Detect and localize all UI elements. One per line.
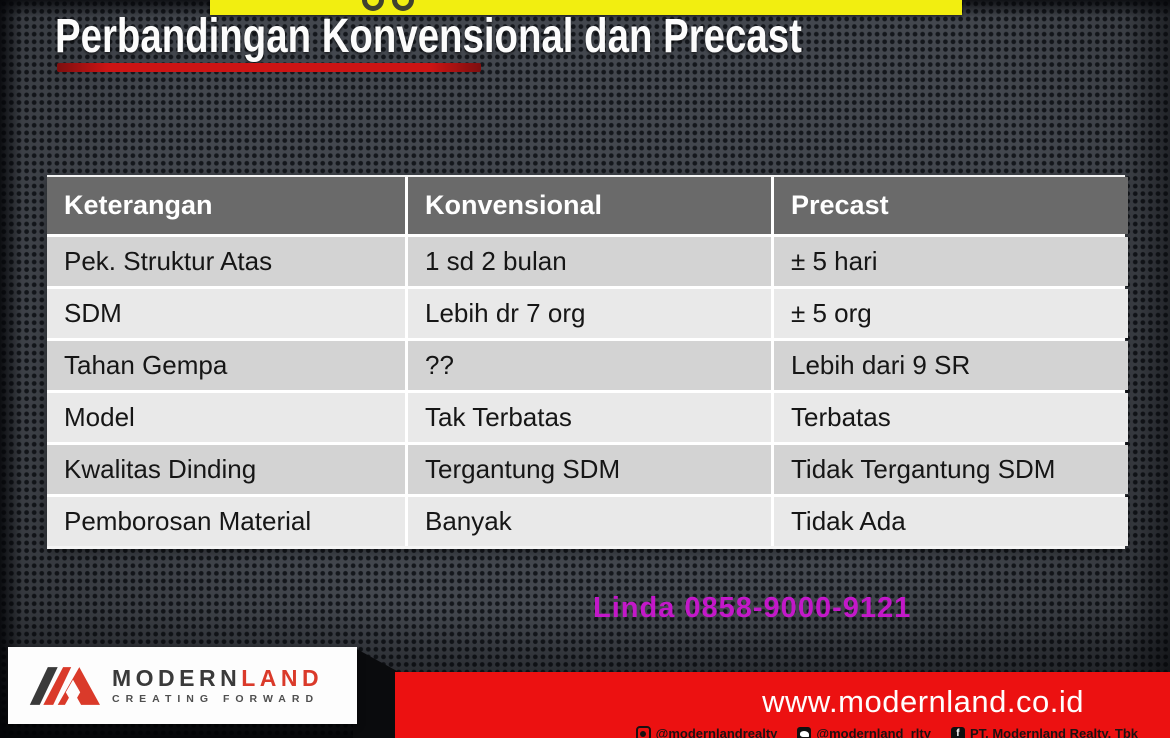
- footer-red-banner: www.modernland.co.id @modernlandrealty @…: [395, 672, 1170, 738]
- instagram-handle-item: @modernlandrealty: [635, 726, 778, 738]
- table-header-keterangan: Keterangan: [47, 177, 405, 234]
- modernland-logo-card: MODERNLAND CREATING FORWARD: [8, 647, 357, 724]
- table-cell: Tidak Ada: [774, 497, 1128, 546]
- table-cell: ??: [408, 341, 771, 390]
- modernland-logo-icon: [29, 666, 100, 705]
- facebook-page-name: PT. Modernland Realty, Tbk: [969, 726, 1138, 738]
- table-cell: Tahan Gempa: [47, 341, 405, 390]
- table-cell: Tidak Tergantung SDM: [774, 445, 1128, 494]
- table-cell: Tak Terbatas: [408, 393, 771, 442]
- ribbon-fold-shape: [353, 647, 398, 738]
- instagram-icon: [635, 726, 651, 738]
- table-cell: Tergantung SDM: [408, 445, 771, 494]
- page-title: Perbandingan Konvensional dan Precast: [55, 10, 802, 63]
- brand-name: MODERNLAND: [112, 664, 324, 691]
- table-cell: Banyak: [408, 497, 771, 546]
- facebook-icon: f: [950, 726, 965, 738]
- table-header-konvensional: Konvensional: [408, 177, 771, 234]
- brand-modern-text: MODERN: [112, 664, 242, 691]
- title-underline: [57, 63, 481, 72]
- contact-phone: Linda 0858-9000-9121: [593, 592, 912, 624]
- table-cell: ± 5 org: [774, 289, 1128, 338]
- table-cell: Lebih dr 7 org: [408, 289, 771, 338]
- twitter-handle-item: @modernland_rlty: [797, 726, 931, 738]
- website-url: www.modernland.co.id: [762, 684, 1084, 719]
- table-cell: Terbatas: [774, 393, 1128, 442]
- twitter-handle: @modernland_rlty: [816, 726, 931, 738]
- instagram-handle: @modernlandrealty: [655, 726, 778, 738]
- table-cell: Kwalitas Dinding: [47, 445, 405, 494]
- table-cell: 1 sd 2 bulan: [408, 237, 771, 286]
- social-media-row: @modernlandrealty @modernland_rlty f PT.…: [635, 726, 1138, 738]
- brand-land-text: LAND: [241, 664, 324, 691]
- table-cell: Pemborosan Material: [47, 497, 405, 546]
- table-header-precast: Precast: [774, 177, 1128, 234]
- twitter-icon: [797, 726, 812, 738]
- table-cell: Lebih dari 9 SR: [774, 341, 1128, 390]
- logo-text-block: MODERNLAND CREATING FORWARD: [112, 664, 324, 706]
- brand-tagline: CREATING FORWARD: [112, 693, 320, 706]
- table-cell: Model: [47, 393, 405, 442]
- table-cell: ± 5 hari: [774, 237, 1128, 286]
- comparison-table: Keterangan Konvensional Precast Pek. Str…: [47, 175, 1128, 549]
- facebook-page-item: f PT. Modernland Realty, Tbk: [950, 726, 1138, 738]
- table-cell: Pek. Struktur Atas: [47, 237, 405, 286]
- table-cell: SDM: [47, 289, 405, 338]
